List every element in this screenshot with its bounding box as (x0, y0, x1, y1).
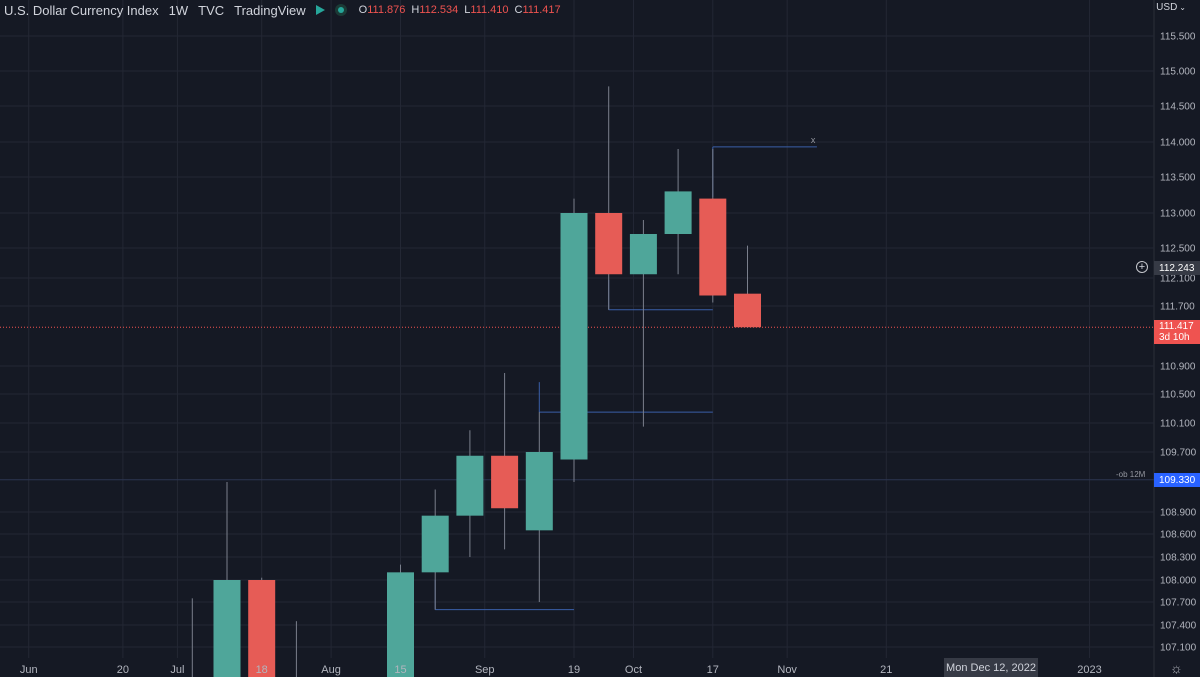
candle-body (629, 234, 657, 275)
crosshair-price: 112.243 (1159, 262, 1195, 274)
candle-body (421, 515, 449, 573)
high-key: H (411, 4, 420, 16)
source-label: TradingView (234, 2, 306, 18)
currency-selector[interactable]: USD ⌄ (1156, 2, 1186, 13)
last-price: 111.417 (1159, 321, 1194, 332)
candle-body (699, 198, 727, 296)
x-tick-label: Jul (170, 664, 184, 676)
y-tick-label: 108.600 (1160, 530, 1197, 541)
y-tick-label: 108.900 (1160, 508, 1197, 519)
candle-body (213, 580, 241, 677)
x-tick-label: 18 (256, 664, 268, 676)
symbol-legend[interactable]: U.S. Dollar Currency Index 1W TVC Tradin… (4, 2, 561, 18)
y-tick-label: 107.700 (1160, 598, 1197, 609)
add-plus-icon[interactable]: + (1136, 261, 1148, 273)
y-tick-label: 113.500 (1160, 173, 1196, 184)
y-tick-label: 112.100 (1160, 274, 1196, 285)
crosshair-price-badge: 112.243 (1154, 261, 1200, 275)
interval-label[interactable]: 1W (168, 2, 189, 18)
open-value: 111.876 (367, 4, 406, 16)
time-axis[interactable]: Jun 20 Jul 18 Aug 15 Sep 19 Oct 17 Nov 21 2023 (20, 664, 1102, 676)
ob-level-label: -ob 12M (1116, 470, 1146, 479)
candle-body (491, 455, 519, 509)
y-tick-label: 107.400 (1160, 621, 1197, 632)
y-tick-label: 111.700 (1160, 302, 1195, 313)
ob-price-badge: 109.330 (1154, 473, 1200, 487)
x-tick-label: Sep (475, 664, 495, 676)
level-label: x (811, 135, 816, 145)
gear-icon[interactable]: ☼ (1170, 660, 1183, 676)
open-key: O (358, 4, 368, 16)
x-tick-label: 19 (568, 664, 580, 676)
low-key: L (464, 4, 471, 16)
y-tick-label: 113.000 (1160, 209, 1196, 220)
close-key: C (514, 4, 523, 16)
y-tick-label: 115.500 (1160, 32, 1196, 43)
close-value: 111.417 (522, 4, 561, 16)
x-tick-label: 2023 (1077, 664, 1101, 676)
ohlc-values: O111.876 H112.534 L111.410 C111.417 (359, 4, 561, 16)
x-tick-label: Oct (625, 664, 642, 676)
crosshair-date-badge: Mon Dec 12, 2022 (944, 658, 1038, 677)
x-tick-label: 15 (394, 664, 406, 676)
chevron-down-icon: ⌄ (1179, 3, 1186, 12)
y-tick-label: 110.900 (1160, 362, 1196, 373)
candle-body (387, 572, 414, 677)
symbol-name[interactable]: U.S. Dollar Currency Index (4, 2, 159, 18)
y-tick-label: 114.500 (1160, 102, 1196, 113)
market-status-icon[interactable] (334, 4, 347, 16)
candles (191, 86, 761, 677)
last-price-badge: 111.417 3d 10h (1154, 320, 1200, 344)
candle-body (734, 293, 761, 328)
high-value: 112.534 (419, 4, 459, 16)
ob-price: 109.330 (1159, 474, 1196, 486)
candle-body (560, 213, 588, 460)
candle-body (248, 580, 276, 677)
currency-label: USD (1156, 2, 1178, 13)
y-tick-label: 107.100 (1160, 643, 1197, 654)
y-tick-label: 115.000 (1160, 67, 1196, 78)
y-tick-label: 110.100 (1160, 419, 1196, 430)
x-tick-label: Jun (20, 664, 38, 676)
bar-countdown: 3d 10h (1159, 332, 1190, 343)
low-value: 111.410 (470, 4, 509, 16)
y-tick-label: 109.700 (1160, 448, 1197, 459)
y-tick-label: 108.300 (1160, 553, 1197, 564)
price-axis[interactable]: 115.500 115.000 114.500 114.000 113.500 113.0… (1160, 32, 1197, 654)
candle-body (595, 213, 623, 275)
y-tick-label: 110.500 (1160, 390, 1196, 401)
y-tick-label: 114.000 (1160, 138, 1196, 149)
x-tick-label: Nov (777, 664, 797, 676)
x-tick-label: 17 (707, 664, 719, 676)
y-tick-label: 112.500 (1160, 244, 1196, 255)
candle-body (664, 191, 692, 234)
y-tick-label: 108.000 (1160, 576, 1197, 587)
flag-icon[interactable] (315, 5, 325, 15)
candle-body (525, 452, 553, 531)
candle-body (456, 455, 484, 516)
x-tick-label: 20 (117, 664, 129, 676)
x-tick-label: Aug (321, 664, 341, 676)
exchange-label: TVC (198, 2, 225, 18)
x-tick-label: 21 (880, 664, 892, 676)
